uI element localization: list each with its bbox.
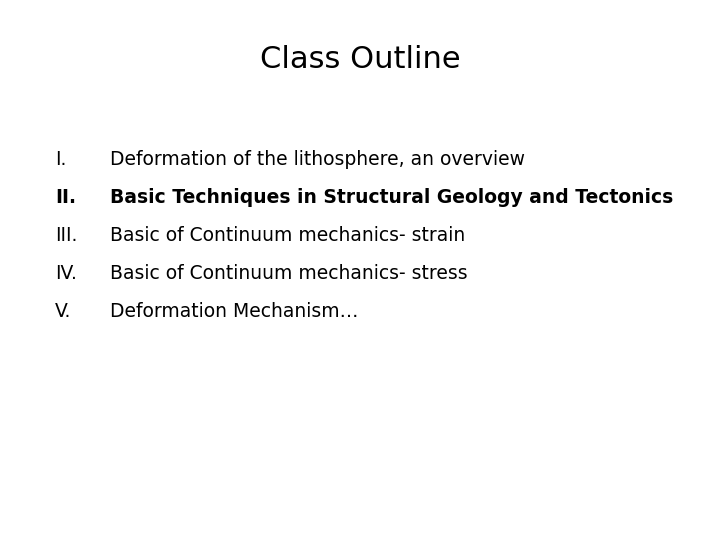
Text: I.: I. bbox=[55, 150, 66, 169]
Text: III.: III. bbox=[55, 226, 77, 245]
Text: Basic of Continuum mechanics- stress: Basic of Continuum mechanics- stress bbox=[110, 264, 467, 283]
Text: Deformation of the lithosphere, an overview: Deformation of the lithosphere, an overv… bbox=[110, 150, 525, 169]
Text: Basic of Continuum mechanics- strain: Basic of Continuum mechanics- strain bbox=[110, 226, 465, 245]
Text: Class Outline: Class Outline bbox=[260, 45, 460, 74]
Text: Deformation Mechanism…: Deformation Mechanism… bbox=[110, 302, 359, 321]
Text: V.: V. bbox=[55, 302, 71, 321]
Text: IV.: IV. bbox=[55, 264, 77, 283]
Text: II.: II. bbox=[55, 188, 76, 207]
Text: Basic Techniques in Structural Geology and Tectonics: Basic Techniques in Structural Geology a… bbox=[110, 188, 673, 207]
